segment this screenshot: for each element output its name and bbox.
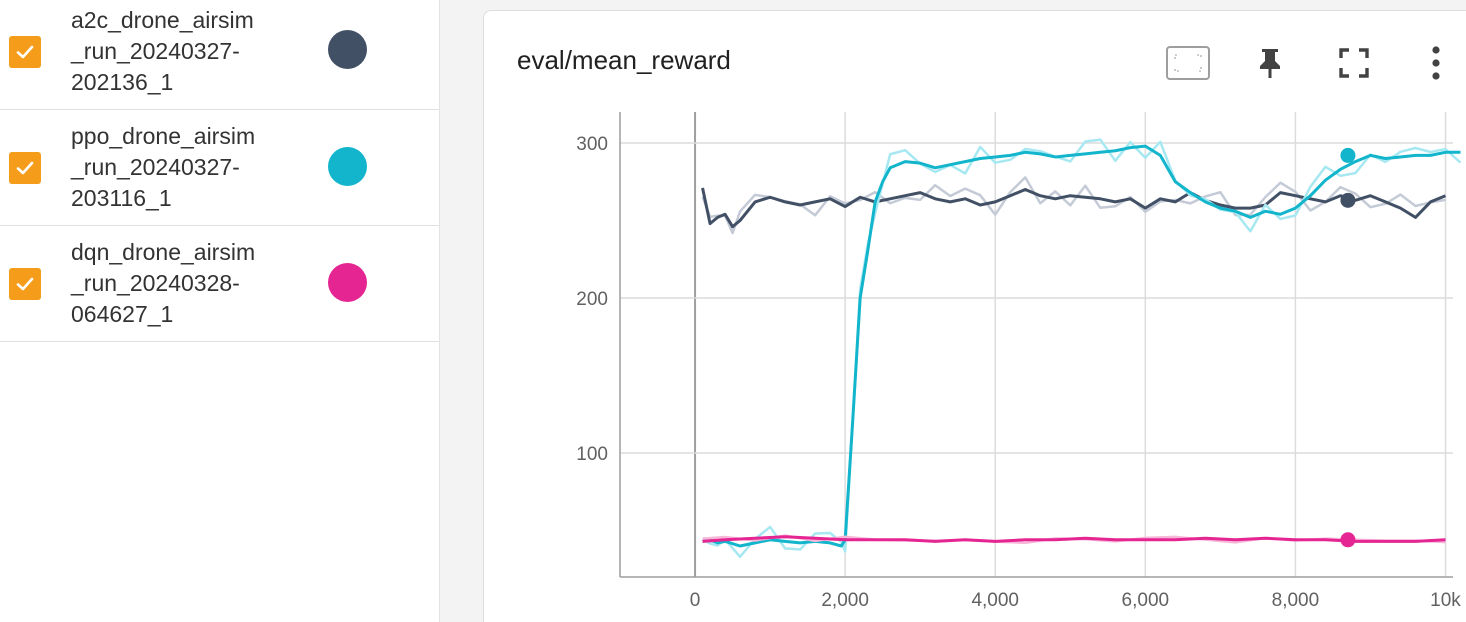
fullscreen-button[interactable]: [1330, 41, 1378, 85]
run-checkbox[interactable]: [9, 268, 41, 300]
series-line[interactable]: [702, 535, 1446, 543]
checkmark-icon: [16, 45, 34, 59]
y-tick-label: 300: [576, 134, 608, 155]
x-tick-label: 6,000: [1122, 590, 1170, 611]
run-checkbox[interactable]: [9, 152, 41, 184]
run-name: ppo_drone_airsim _run_20240327- 203116_1: [71, 123, 256, 211]
run-color-swatch[interactable]: [328, 263, 367, 302]
run-name: a2c_drone_airsim _run_20240327- 202136_1: [71, 7, 254, 95]
y-tick-label: 200: [576, 289, 608, 310]
run-row[interactable]: dqn_drone_airsim _run_20240328- 064627_1: [0, 226, 439, 342]
fullscreen-icon: [1339, 48, 1369, 78]
series-line[interactable]: [701, 187, 1447, 229]
checkmark-icon: [16, 277, 34, 291]
x-tick-label: 2,000: [821, 590, 869, 611]
fit-domain-button[interactable]: [1164, 41, 1212, 85]
run-name: dqn_drone_airsim _run_20240328- 064627_1: [71, 239, 256, 327]
x-tick-label: 4,000: [971, 590, 1019, 611]
run-list-sidebar: a2c_drone_airsim _run_20240327- 202136_1…: [0, 0, 440, 622]
main-content: eval/mean_reward: [440, 0, 1466, 622]
x-tick-label: 0: [690, 590, 701, 611]
series-raw-line: [701, 138, 1462, 559]
y-tick-label: 100: [576, 444, 608, 465]
x-tick-label: 10k: [1430, 590, 1461, 611]
run-color-swatch[interactable]: [328, 30, 367, 69]
line-chart[interactable]: 0 2,000 4,000 6,000 8,000 10k 100 200 300: [440, 0, 1466, 622]
fit-domain-icon: [1166, 46, 1210, 80]
series-line[interactable]: [702, 144, 1461, 548]
x-tick-label: 8,000: [1272, 590, 1320, 611]
run-color-swatch[interactable]: [328, 147, 367, 186]
run-checkbox[interactable]: [9, 36, 41, 68]
series-hover-marker: [1340, 147, 1356, 163]
card-title: eval/mean_reward: [517, 45, 731, 75]
run-row[interactable]: ppo_drone_airsim _run_20240327- 203116_1: [0, 110, 439, 226]
more-vert-icon: [1432, 46, 1440, 80]
more-options-button[interactable]: [1412, 41, 1460, 85]
scalar-card: eval/mean_reward: [483, 10, 1466, 622]
run-row[interactable]: a2c_drone_airsim _run_20240327- 202136_1: [0, 0, 439, 110]
pin-button[interactable]: [1246, 41, 1294, 85]
series-hover-marker: [1340, 192, 1356, 208]
series-hover-marker: [1340, 532, 1356, 548]
series-raw-line: [701, 176, 1446, 235]
pin-icon: [1260, 49, 1280, 78]
checkmark-icon: [16, 161, 34, 175]
